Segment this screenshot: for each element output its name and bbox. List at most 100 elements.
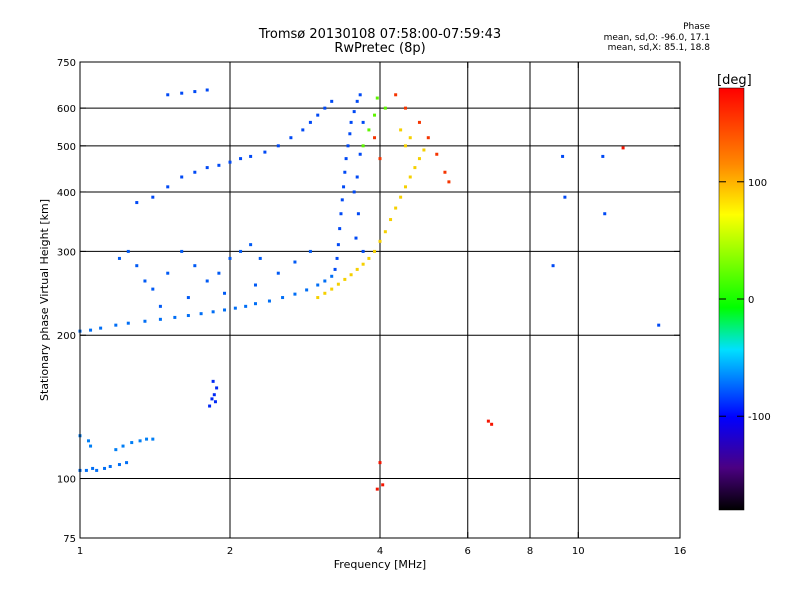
data-point [333,267,337,271]
y-tick-label: 200 [57,331,76,342]
data-point [249,154,253,158]
data-point [233,306,237,310]
data-point [340,198,344,202]
data-point [343,277,347,281]
data-point [361,249,365,253]
data-point [355,267,359,271]
data-point [305,288,309,292]
data-point [193,264,197,268]
data-point [211,310,215,314]
data-point [383,230,387,234]
data-point [551,264,555,268]
data-point [403,144,407,148]
chart-subtitle: RwPretec (8p) [334,41,426,56]
data-point [249,243,253,247]
y-tick-label: 750 [57,58,76,69]
data-point [135,264,139,268]
data-point [422,148,426,152]
y-tick-label: 300 [57,247,76,258]
data-point [373,136,377,140]
data-point [117,463,121,467]
data-point [126,249,130,253]
data-point [352,110,356,114]
data-point [408,136,412,140]
data-point [103,466,107,470]
data-point [293,260,297,264]
data-point [135,201,139,205]
y-axis-label: Stationary phase Virtual Height [km] [38,199,51,401]
data-point [180,175,184,179]
data-point [301,128,305,132]
data-point [330,274,334,278]
data-point [199,312,203,316]
chart-title: Tromsø 20130108 07:58:00-07:59:43 [258,27,502,42]
data-point [316,113,320,117]
data-point [344,157,348,161]
y-tick-label: 600 [57,104,76,115]
data-point [378,157,382,161]
data-point [228,160,232,164]
data-point [217,163,221,167]
data-point [336,282,340,286]
data-point [205,88,209,92]
data-point [166,185,170,189]
data-point [126,321,130,325]
data-point [145,437,149,441]
data-point [215,386,219,390]
data-point [89,444,93,448]
data-point [348,132,352,136]
data-point [210,397,214,401]
data-point [378,239,382,243]
x-axis-label: Frequency [MHz] [334,558,426,571]
data-point [361,262,365,266]
data-point [89,328,93,332]
data-point [381,483,385,487]
data-point [276,144,280,148]
data-point [417,120,421,124]
data-point [403,106,407,110]
phase-stats-heading: Phase [683,22,710,32]
data-point [143,279,147,283]
x-tick-label: 2 [227,546,233,557]
data-point [346,144,350,148]
data-point [657,323,661,327]
colorbar-tick-label: 0 [748,295,754,306]
data-point [490,422,494,426]
data-point [193,170,197,174]
data-point [186,296,190,300]
data-point [447,180,451,184]
data-point [383,106,387,110]
data-point [117,256,121,260]
data-point [375,96,379,100]
x-tick-label: 4 [377,546,383,557]
data-point [208,404,212,408]
data-point [253,283,257,287]
data-point [217,271,221,275]
data-point [213,400,217,404]
data-point [205,166,209,170]
data-point [403,185,407,189]
data-point [212,393,216,397]
data-point [114,323,118,327]
data-point [223,308,227,312]
y-tick-label: 500 [57,142,76,153]
colorbar-tick-label: 100 [748,178,767,189]
data-point [338,227,342,231]
data-point [378,461,382,465]
data-point [121,444,125,448]
colorbar-tick-label: -100 [748,412,771,423]
data-point [91,466,95,470]
data-point [339,212,343,216]
data-point [186,314,190,318]
data-point [158,317,162,321]
data-point [358,93,362,97]
data-point [166,93,170,97]
data-point [486,419,490,423]
data-point [361,120,365,124]
data-point [86,439,90,443]
data-point [276,271,280,275]
data-point [293,292,297,296]
data-point [253,302,257,306]
data-point [267,299,271,303]
